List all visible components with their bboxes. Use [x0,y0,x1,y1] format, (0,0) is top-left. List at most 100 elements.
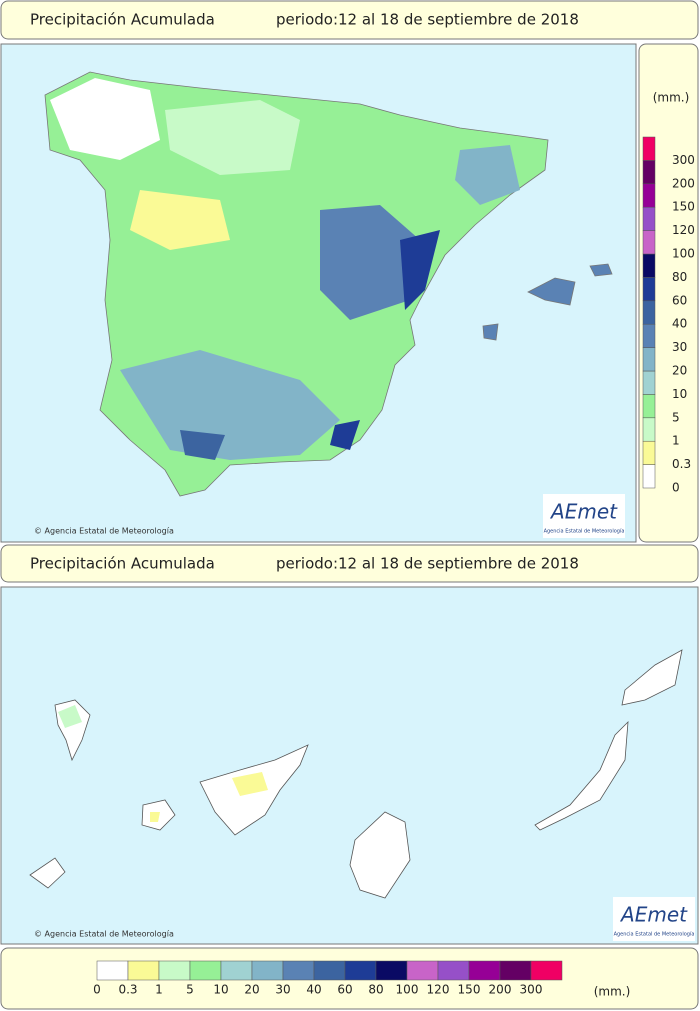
legend-label: 60 [337,983,352,997]
legend-swatch [642,323,656,348]
legend-swatch [189,960,222,981]
legend-label: 100 [672,247,695,261]
legend-label: 0.3 [672,457,691,471]
light-area [150,812,160,822]
legend-swatch [437,960,470,981]
legend-label: 20 [244,983,259,997]
legend-label: 120 [427,983,450,997]
legend-label: 1 [155,983,163,997]
legend-swatch [282,960,315,981]
legend-label: 10 [672,387,687,401]
very-wet-area [330,420,360,450]
wet-area [320,205,420,320]
legend-swatch [158,960,191,981]
legend-label: 100 [396,983,419,997]
header-box [0,544,699,583]
wet-area [455,145,520,205]
legend-swatch [406,960,439,981]
logo-box [543,494,625,538]
legend-label: 5 [672,410,680,424]
legend-label: 150 [458,983,481,997]
light-area [58,705,82,728]
legend-unit: (mm.) [653,91,690,105]
legend-swatch [530,960,563,981]
header-title: Precipitación Acumulada [30,555,215,573]
very-wet-area [400,230,440,310]
logo-subtitle: Agencia Estatal de Meteorología [614,931,695,938]
legend-swatch [642,230,656,255]
legend-label: 150 [672,200,695,214]
legend-label: 0 [672,481,680,495]
legend-swatch [375,960,408,981]
header-title: Precipitación Acumulada [30,11,215,29]
dry-area [50,78,160,160]
legend-swatch [499,960,532,981]
legend-label: 120 [672,223,695,237]
legend-swatch [642,277,656,302]
legend-label: 0.3 [118,983,137,997]
el-hierro [29,857,66,889]
legend-label: 1 [672,434,680,448]
legend-label: 300 [672,153,695,167]
light-area [165,100,300,175]
legend-label: 10 [213,983,228,997]
wet-area [180,430,225,460]
legend-swatch [642,394,656,419]
header-box [0,0,699,40]
legend-swatch [642,464,656,489]
legend-swatch [642,253,656,278]
legend-swatch [96,960,129,981]
canarias-map [29,649,683,899]
ibiza [482,323,499,341]
legend-label: 20 [672,364,687,378]
legend-label: 0 [93,983,101,997]
legend-swatch [127,960,160,981]
legend-swatch [642,160,656,185]
legend-label: 30 [672,340,687,354]
legend-swatch [251,960,284,981]
credit: © Agencia Estatal de Meteorología [34,527,174,536]
map-panel [0,586,699,945]
legend-swatch [344,960,377,981]
legend-label: 300 [520,983,543,997]
menorca [589,263,613,277]
legend-label: 80 [672,270,687,284]
legend-swatch [468,960,501,981]
light-area [130,190,230,250]
legend-swatch [642,183,656,208]
lanzarote [621,649,683,706]
legend-label: 30 [275,983,290,997]
legend-label: 40 [672,317,687,331]
legend-swatch [642,136,656,161]
legend-label: 40 [306,983,321,997]
legend-swatch [642,417,656,442]
legend-swatch [642,370,656,395]
legend-unit: (mm.) [594,985,631,999]
logo-subtitle: Agencia Estatal de Meteorología [544,528,625,535]
credit: © Agencia Estatal de Meteorología [34,930,174,939]
legend-label: 200 [672,176,695,190]
gran-canaria [349,811,411,899]
fuerteventura [534,720,629,831]
mallorca [527,277,576,306]
bottom-legend-scale: 0 0.3 1 5 10 20 30 40 60 80 100 120 150 200 300 [93,960,563,997]
legend-label: 80 [368,983,383,997]
header-period: periodo:12 al 18 de septiembre de 2018 [276,11,579,29]
legend-swatch [642,440,656,465]
legend-swatch [642,206,656,231]
logo: AEmet [619,903,688,927]
legend-swatch [313,960,346,981]
legend-swatch [642,300,656,325]
legend-swatch [220,960,253,981]
legend-label: 5 [186,983,194,997]
legend-label: 60 [672,293,687,307]
legend-label: 200 [489,983,512,997]
spain-map [44,71,613,497]
logo: AEmet [549,500,618,524]
light-area [232,772,268,796]
legend-swatch [642,347,656,372]
wet-area [120,350,340,460]
header-period: periodo:12 al 18 de septiembre de 2018 [276,555,579,573]
side-legend-scale: 0 0.3 1 5 10 20 30 40 60 80 100 120 150 200 300 [642,136,695,495]
